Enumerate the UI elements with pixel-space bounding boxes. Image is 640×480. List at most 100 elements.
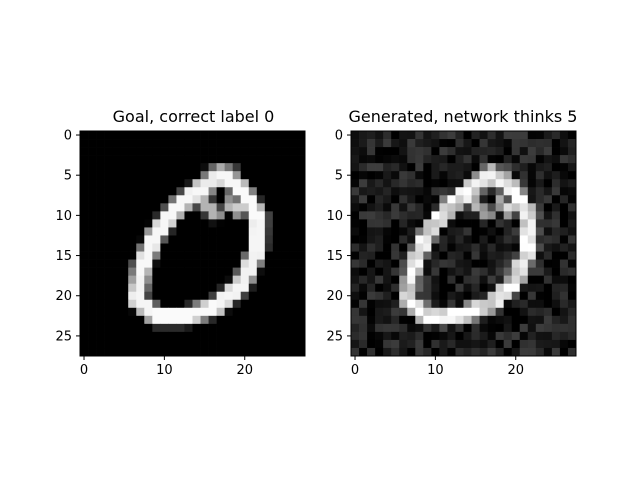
pixel-cell <box>511 187 521 196</box>
pixel-cell <box>527 131 537 140</box>
pixel-cell <box>423 235 432 244</box>
pixel-cell <box>535 259 545 268</box>
pixel-cell <box>455 291 464 301</box>
pixel-cell <box>104 171 113 180</box>
pixel-cell <box>136 243 145 252</box>
pixel-cell <box>144 187 153 196</box>
pixel-cell <box>375 211 384 220</box>
pixel-cell <box>487 315 496 325</box>
pixel-cell <box>567 323 577 333</box>
pixel-cell <box>399 187 408 196</box>
pixel-cell <box>152 243 161 252</box>
pixel-cell <box>399 195 408 204</box>
pixel-cell <box>463 259 472 268</box>
pixel-cell <box>200 139 209 148</box>
pixel-cell <box>567 211 577 220</box>
pixel-cell <box>487 227 496 236</box>
pixel-cell <box>296 139 306 148</box>
pixel-cell <box>495 267 505 276</box>
pixel-cell <box>431 139 440 148</box>
pixel-cell <box>567 299 577 309</box>
pixel-cell <box>136 307 145 317</box>
pixel-cell <box>519 219 529 228</box>
pixel-cell <box>471 323 480 333</box>
pixel-cell <box>296 211 306 220</box>
pixel-cell <box>144 251 153 260</box>
pixel-cell <box>535 219 545 228</box>
pixel-cell <box>80 195 89 204</box>
pixel-cell <box>248 203 258 212</box>
pixel-cell <box>160 163 169 172</box>
pixel-cell <box>80 339 89 349</box>
pixel-cell <box>535 211 545 220</box>
pixel-cell <box>559 243 569 252</box>
pixel-cell <box>280 179 290 188</box>
pixel-cell <box>567 267 577 276</box>
pixel-cell <box>359 323 368 333</box>
pixel-cell <box>415 131 424 140</box>
pixel-cell <box>136 347 145 357</box>
pixel-cell <box>551 211 561 220</box>
pixel-cell <box>296 219 306 228</box>
y-tick-label: 5 <box>64 169 72 184</box>
pixel-cell <box>248 339 258 349</box>
pixel-cell <box>176 211 185 220</box>
pixel-cell <box>527 323 537 333</box>
pixel-cell <box>567 155 577 164</box>
pixel-cell <box>535 267 545 276</box>
pixel-cell <box>160 131 169 140</box>
pixel-cell <box>487 171 496 180</box>
pixel-cell <box>463 235 472 244</box>
pixel-cell <box>567 187 577 196</box>
pixel-cell <box>479 283 488 293</box>
pixel-cell <box>559 347 569 357</box>
pixel-cell <box>240 219 250 228</box>
pixel-cell <box>104 227 113 236</box>
pixel-cell <box>535 283 545 293</box>
pixel-cell <box>519 139 529 148</box>
pixel-cell <box>383 275 392 285</box>
pixel-cell <box>495 235 505 244</box>
pixel-cell <box>407 283 416 293</box>
pixel-cell <box>120 147 129 156</box>
pixel-cell <box>383 259 392 268</box>
pixel-cell <box>399 307 408 317</box>
pixel-cell <box>136 299 145 309</box>
pixel-cell <box>383 315 392 325</box>
pixel-cell <box>439 163 448 172</box>
pixel-cell <box>535 195 545 204</box>
pixel-cell <box>104 163 113 172</box>
pixel-cell <box>447 251 456 260</box>
pixel-cell <box>144 235 153 244</box>
pixel-cell <box>455 163 464 172</box>
pixel-cell <box>248 147 258 156</box>
pixel-cell <box>240 211 250 220</box>
pixel-cell <box>551 227 561 236</box>
pixel-cell <box>88 147 97 156</box>
pixel-cell <box>144 323 153 333</box>
pixel-cell <box>527 171 537 180</box>
pixel-cell <box>256 179 266 188</box>
pixel-cell <box>160 283 169 293</box>
pixel-cell <box>120 187 129 196</box>
right-title: Generated, network thinks 5 <box>349 107 578 126</box>
pixel-cell <box>128 139 137 148</box>
pixel-cell <box>264 155 274 164</box>
pixel-cell <box>551 307 561 317</box>
pixel-cell <box>184 219 193 228</box>
pixel-cell <box>511 347 521 357</box>
pixel-cell <box>152 147 161 156</box>
pixel-cell <box>96 187 105 196</box>
pixel-cell <box>351 179 360 188</box>
pixel-cell <box>375 347 384 357</box>
pixel-cell <box>543 291 553 301</box>
pixel-cell <box>160 299 169 309</box>
pixel-cell <box>216 243 225 252</box>
pixel-cell <box>184 323 193 333</box>
pixel-cell <box>216 339 225 349</box>
pixel-cell <box>112 307 121 317</box>
pixel-cell <box>519 259 529 268</box>
pixel-cell <box>280 131 290 140</box>
pixel-cell <box>487 259 496 268</box>
pixel-cell <box>168 203 177 212</box>
